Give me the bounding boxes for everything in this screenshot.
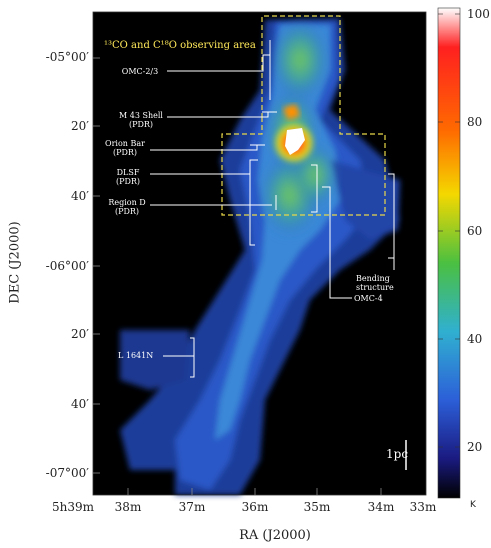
colorbar-tick-label: 60 xyxy=(467,224,483,238)
label-region-d: Region D (PDR) xyxy=(108,198,146,216)
label-orion-bar: Orion Bar (PDR) xyxy=(105,139,145,157)
cloud-core xyxy=(272,104,316,165)
colorbar-unit: K xyxy=(470,500,476,510)
y-axis-label: DEC (J2000) xyxy=(7,221,23,304)
x-tick-label: 5h39m xyxy=(51,500,94,514)
x-tick-label: 38m xyxy=(114,500,142,514)
y-tick-label: 20′ xyxy=(71,119,89,133)
label-lines xyxy=(150,40,395,378)
y-tick-label: 20′ xyxy=(71,327,89,341)
label-bending: Bending structure xyxy=(356,274,394,292)
axis-ticks xyxy=(93,57,382,495)
map-frame xyxy=(92,11,427,496)
colorbar-tick-label: 20 xyxy=(467,440,483,454)
label-omc23: OMC-2/3 xyxy=(121,67,159,76)
x-tick-label: 36m xyxy=(241,500,269,514)
x-tick-label: 37m xyxy=(178,500,206,514)
colorbar-ticks xyxy=(438,13,460,448)
label-m43: M 43 Shell (PDR) xyxy=(119,111,163,129)
observing-area-title: ¹³CO and C¹⁸O observing area xyxy=(104,40,256,51)
x-tick-label: 33m xyxy=(409,500,437,514)
scale-bar-label: 1pc xyxy=(386,447,409,461)
label-dlsf: DLSF (PDR) xyxy=(115,168,141,186)
label-l1641n: L 1641N xyxy=(118,351,154,360)
observing-area-box xyxy=(221,15,386,216)
x-tick-label: 34m xyxy=(367,500,395,514)
colorbar-tick-label: 80 xyxy=(467,115,483,129)
y-tick-label: -07°00′ xyxy=(45,466,89,480)
x-tick-label: 35m xyxy=(303,500,331,514)
x-axis-label: RA (J2000) xyxy=(239,528,311,543)
y-tick-label: 40′ xyxy=(71,397,89,411)
colorbar xyxy=(437,7,461,499)
y-tick-label: 40′ xyxy=(71,189,89,203)
y-tick-label: -06°00′ xyxy=(45,259,89,273)
colorbar-tick-label: 40 xyxy=(467,332,483,346)
y-tick-label: -05°00′ xyxy=(45,50,89,64)
label-omc4: OMC-4 xyxy=(354,294,383,303)
colorbar-tick-label: 100 xyxy=(467,7,490,21)
